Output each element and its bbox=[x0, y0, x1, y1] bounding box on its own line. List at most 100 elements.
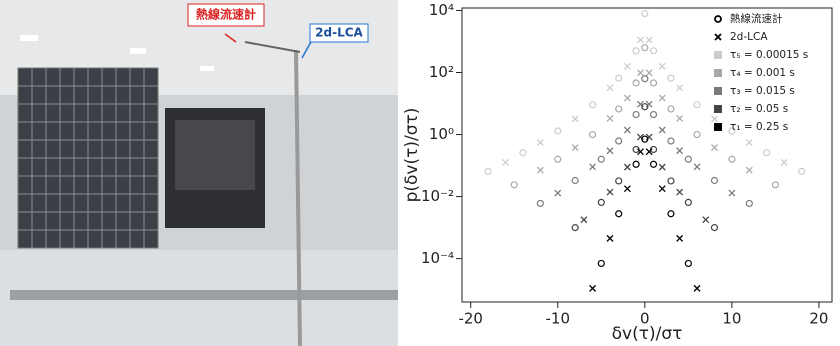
marker-circle bbox=[710, 176, 719, 185]
marker-circle bbox=[745, 199, 753, 208]
lamp bbox=[200, 66, 214, 71]
x-tick-label: 10 bbox=[722, 310, 741, 328]
marker-cross bbox=[658, 62, 666, 70]
marker-cross bbox=[623, 185, 631, 193]
pointer bbox=[301, 39, 313, 59]
marker-circle bbox=[693, 130, 701, 139]
marker-circle bbox=[510, 181, 518, 189]
probe-arm bbox=[244, 41, 301, 53]
marker-circle bbox=[771, 181, 780, 189]
marker-cross bbox=[702, 216, 710, 224]
marker-cross bbox=[637, 148, 644, 156]
marker-cross bbox=[502, 158, 509, 166]
marker-cross bbox=[623, 62, 631, 70]
legend-swatch bbox=[714, 51, 722, 59]
y-tick-label: 10⁴ bbox=[429, 1, 454, 19]
marker-circle bbox=[667, 105, 675, 113]
marker-circle bbox=[536, 199, 544, 208]
marker-cross bbox=[606, 147, 614, 155]
marker-circle bbox=[554, 127, 562, 135]
marker-cross bbox=[589, 284, 597, 292]
legend-label: τ₁ = 0.25 s bbox=[730, 121, 788, 133]
marker-cross bbox=[693, 163, 701, 171]
marker-cross bbox=[623, 94, 631, 102]
marker-cross bbox=[658, 185, 666, 193]
marker-circle bbox=[632, 79, 640, 87]
marker-circle bbox=[693, 101, 701, 109]
marker-circle bbox=[615, 105, 623, 113]
marker-circle bbox=[519, 149, 527, 157]
legend-swatch bbox=[714, 123, 722, 131]
marker-circle bbox=[641, 135, 649, 143]
marker-cross bbox=[645, 148, 653, 156]
x-tick-label: 20 bbox=[809, 310, 828, 328]
marker-circle bbox=[588, 101, 597, 109]
marker-cross bbox=[693, 284, 701, 292]
label-box bbox=[187, 3, 265, 27]
legend-swatch bbox=[714, 69, 722, 77]
legend-label: 熱線流速計 bbox=[730, 12, 783, 25]
photo-label: 熱線流速計 bbox=[196, 7, 256, 22]
marker-circle bbox=[571, 176, 579, 185]
legend-label: 2d-LCA bbox=[730, 31, 768, 43]
photo: 熱線流速計 2d-LCA bbox=[0, 0, 398, 346]
marker-circle bbox=[714, 15, 722, 23]
marker-cross bbox=[554, 189, 562, 197]
marker-cross bbox=[536, 166, 544, 174]
legend-swatch bbox=[714, 105, 722, 113]
y-axis-label: p(δv(τ)/στ) bbox=[402, 108, 422, 203]
marker-circle bbox=[667, 210, 675, 218]
marker-circle bbox=[615, 177, 623, 185]
marker-circle bbox=[641, 9, 649, 18]
marker-cross bbox=[606, 84, 614, 92]
plot-frame bbox=[461, 7, 833, 303]
marker-circle bbox=[667, 137, 675, 145]
marker-cross bbox=[645, 133, 653, 141]
marker-cross bbox=[658, 126, 666, 134]
marker-cross bbox=[571, 115, 579, 123]
marker-cross bbox=[676, 114, 684, 122]
marker-circle bbox=[710, 224, 719, 232]
marker-cross bbox=[580, 216, 588, 224]
marker-cross bbox=[637, 133, 644, 141]
marker-cross bbox=[606, 114, 614, 122]
marker-circle bbox=[649, 110, 658, 119]
legend-label: τ₂ = 0.05 s bbox=[730, 103, 788, 115]
marker-cross bbox=[676, 188, 684, 196]
marker-circle bbox=[728, 127, 736, 135]
marker-circle bbox=[632, 160, 640, 168]
marker-circle bbox=[615, 210, 623, 218]
marker-cross bbox=[606, 188, 614, 196]
marker-circle bbox=[615, 137, 623, 145]
y-tick-label: 10⁰ bbox=[429, 125, 454, 143]
marker-circle bbox=[641, 103, 649, 111]
y-tick-label: 10⁻⁴ bbox=[421, 249, 454, 267]
marker-cross bbox=[711, 115, 718, 123]
marker-cross bbox=[571, 144, 579, 152]
marker-cross bbox=[623, 126, 631, 134]
marker-circle bbox=[632, 47, 640, 55]
photo-label: 2d-LCA bbox=[315, 26, 363, 40]
legend-label: τ₅ = 0.00015 s bbox=[730, 49, 808, 61]
x-tick-label: -10 bbox=[546, 310, 571, 328]
legend-label: τ₄ = 0.001 s bbox=[730, 67, 795, 79]
marker-cross bbox=[606, 234, 614, 242]
pole bbox=[294, 49, 302, 346]
x-axis-label: δv(τ)/στ bbox=[612, 324, 683, 344]
marker-cross bbox=[676, 84, 684, 92]
marker-circle bbox=[667, 177, 675, 185]
marker-circle bbox=[667, 74, 675, 82]
x-tick-label: -20 bbox=[458, 310, 483, 328]
marker-circle bbox=[597, 198, 605, 206]
marker-cross bbox=[728, 189, 736, 197]
marker-circle bbox=[632, 110, 640, 119]
marker-circle bbox=[763, 149, 771, 157]
tunnel-window bbox=[175, 120, 255, 190]
legend-swatch bbox=[714, 87, 722, 95]
marker-cross bbox=[589, 163, 597, 171]
marker-cross bbox=[658, 163, 666, 171]
marker-circle bbox=[597, 155, 605, 163]
marker-cross bbox=[637, 100, 644, 108]
marker-circle bbox=[649, 79, 658, 87]
marker-circle bbox=[641, 44, 649, 52]
